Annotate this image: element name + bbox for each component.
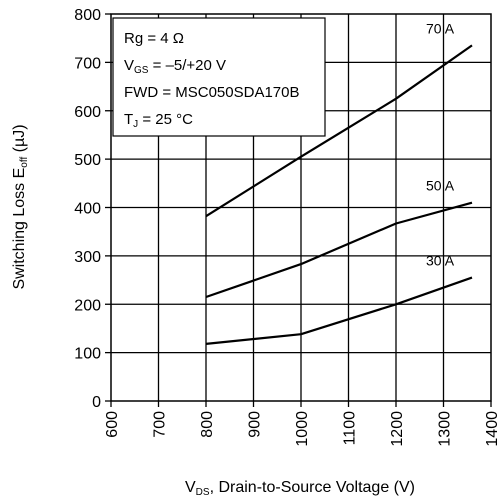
- y-tick-labels: 0 100 200 300 400 500 600 700 800: [74, 7, 101, 411]
- y-tick-label: 700: [74, 55, 101, 72]
- y-tick-label: 200: [74, 297, 101, 314]
- series-line: [205, 201, 473, 299]
- x-tick-label: 1000: [294, 411, 311, 447]
- x-tick-label: 1100: [342, 411, 359, 446]
- plot-area-frame: [110, 13, 492, 402]
- y-tick-label: 500: [74, 152, 101, 169]
- series-label: 50 A: [426, 178, 455, 194]
- y-tick-label: 600: [74, 104, 101, 121]
- x-axis-label: VDS, Drain-to-Source Voltage (V): [185, 479, 415, 498]
- x-tick-label: 600: [104, 411, 121, 438]
- y-tick-label: 300: [74, 249, 101, 266]
- condition-tj: TJ = 25 °C: [124, 111, 193, 130]
- x-tick-labels: 600 700 800 900 1000 1100 1200 1300 1400: [104, 411, 501, 447]
- series-line: [205, 44, 473, 218]
- y-tick-label: 800: [74, 7, 101, 24]
- y-tick-label: 0: [92, 394, 101, 411]
- y-tick-label: 400: [74, 201, 101, 218]
- conditions-box: [112, 17, 326, 137]
- x-tick-label: 900: [247, 411, 264, 438]
- y-axis-label: Switching Loss Eoff (µJ): [11, 124, 30, 289]
- condition-fwd: FWD = MSC050SDA170B: [124, 84, 299, 101]
- condition-vgs: VGS = –5/+20 V: [124, 57, 226, 76]
- series-lines: 70 A 50 A 30 A: [205, 20, 473, 345]
- y-tick-label: 100: [74, 346, 101, 363]
- condition-rg: Rg = 4 Ω: [124, 30, 184, 47]
- x-tick-label: 700: [152, 411, 169, 438]
- series-line: [205, 276, 473, 345]
- x-tick-label: 800: [199, 411, 216, 438]
- series-label: 70 A: [426, 20, 455, 36]
- x-tick-label: 1300: [437, 411, 454, 447]
- x-tick-label: 1400: [484, 411, 501, 447]
- series-label: 30 A: [426, 253, 455, 269]
- x-tick-label: 1200: [389, 411, 406, 447]
